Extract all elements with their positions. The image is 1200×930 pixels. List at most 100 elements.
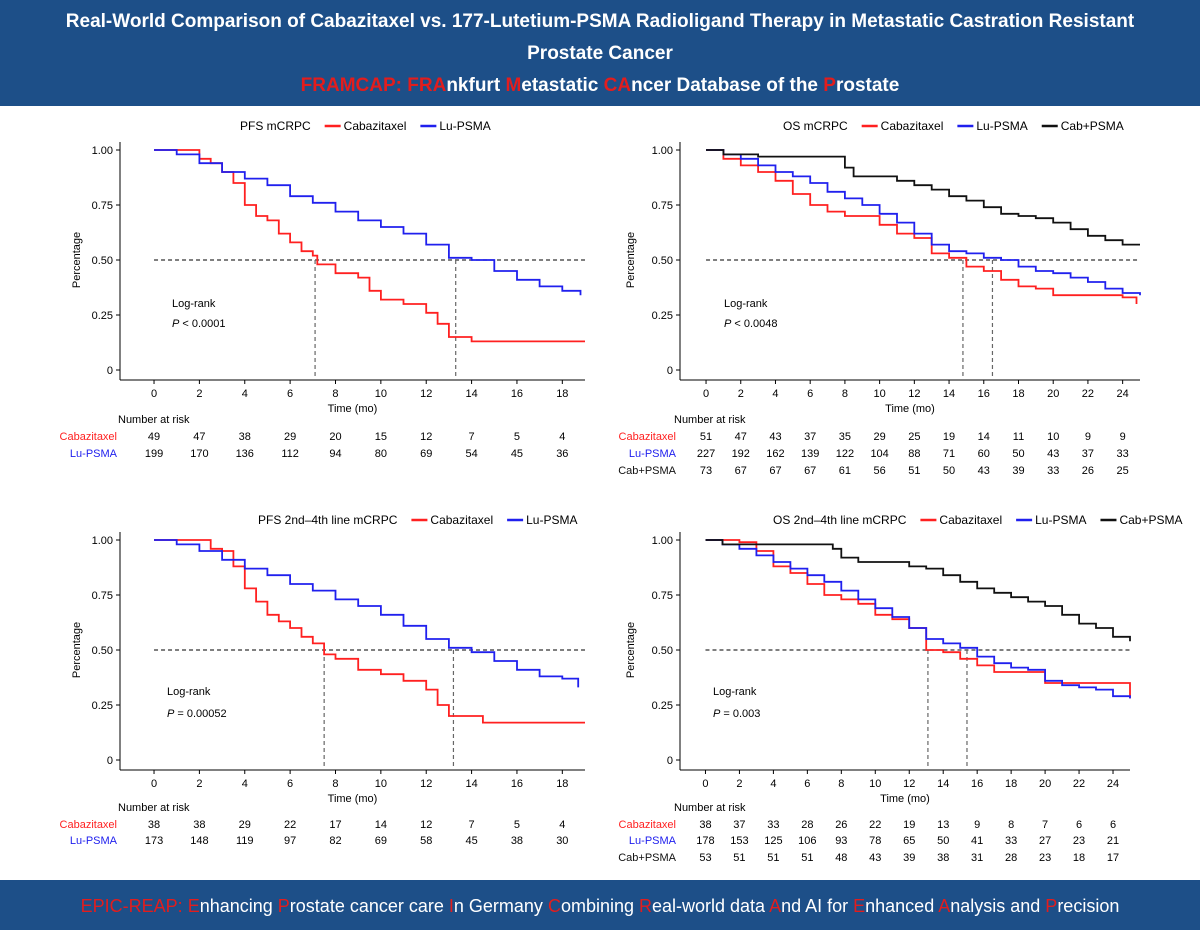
x-tick-label: 4 xyxy=(770,778,776,790)
x-tick-label: 8 xyxy=(838,778,844,790)
footer-segment: P xyxy=(277,896,290,916)
risk-cell: 28 xyxy=(1005,852,1017,864)
p-value: P = 0.003 xyxy=(713,708,760,720)
x-tick-label: 16 xyxy=(971,778,983,790)
risk-cell: 82 xyxy=(329,835,341,847)
x-tick-label: 18 xyxy=(1012,388,1024,400)
x-tick-label: 20 xyxy=(1039,778,1051,790)
x-tick-label: 2 xyxy=(736,778,742,790)
x-tick-label: 12 xyxy=(420,778,432,790)
x-tick-label: 8 xyxy=(332,388,338,400)
footer-banner: EPIC-REAP: Enhancing Prostate cancer car… xyxy=(0,880,1200,930)
risk-cell: 88 xyxy=(908,448,920,460)
y-tick-label: 0 xyxy=(667,365,673,377)
risk-cell: 67 xyxy=(769,465,781,477)
x-tick-label: 0 xyxy=(702,778,708,790)
risk-table-title: Number at risk xyxy=(118,802,190,814)
risk-cell: 71 xyxy=(943,448,955,460)
risk-cell: 73 xyxy=(700,465,712,477)
risk-cell: 48 xyxy=(835,852,847,864)
p-value: P = 0.00052 xyxy=(167,708,227,720)
x-tick-label: 0 xyxy=(151,388,157,400)
chart-title: PFS 2nd–4th line mCRPC xyxy=(258,513,398,527)
y-tick-label: 0.50 xyxy=(92,255,113,267)
risk-cell: 23 xyxy=(1039,852,1051,864)
risk-cell: 38 xyxy=(937,852,949,864)
y-tick-label: 0.50 xyxy=(92,645,113,657)
risk-cell: 13 xyxy=(937,819,949,831)
risk-row-label: Cabazitaxel xyxy=(60,819,117,831)
risk-cell: 38 xyxy=(511,835,523,847)
legend-label: Lu-PSMA xyxy=(976,119,1027,133)
x-tick-label: 22 xyxy=(1082,388,1094,400)
survival-curve-cab-psma xyxy=(706,149,1140,246)
x-tick-label: 14 xyxy=(943,388,955,400)
footer-segment: C xyxy=(547,896,561,916)
risk-cell: 192 xyxy=(732,448,750,460)
risk-cell: 51 xyxy=(908,465,920,477)
risk-cell: 51 xyxy=(700,431,712,443)
x-tick-label: 10 xyxy=(375,778,387,790)
risk-cell: 43 xyxy=(869,852,881,864)
risk-cell: 4 xyxy=(559,431,565,443)
x-tick-label: 16 xyxy=(511,778,523,790)
risk-cell: 47 xyxy=(193,431,205,443)
p-symbol: P xyxy=(713,708,721,720)
legend-label: Lu-PSMA xyxy=(1035,513,1086,527)
risk-cell: 36 xyxy=(556,448,568,460)
logrank-label: Log-rank xyxy=(724,298,768,310)
footer-segment: recision xyxy=(1057,896,1120,916)
y-axis-label: Percentage xyxy=(71,622,83,678)
risk-cell: 125 xyxy=(764,835,782,847)
risk-cell: 35 xyxy=(839,431,851,443)
page-title-line1: Real-World Comparison of Cabazitaxel vs.… xyxy=(65,11,1135,32)
footer-segment: nalysis and xyxy=(950,896,1046,916)
footer-segment: E xyxy=(853,896,866,916)
chart-pfs-mcrpc: PFS mCRPC Cabazitaxel Lu-PSMA 0 0.25 0.50 0.75… xyxy=(60,119,585,460)
risk-cell: 7 xyxy=(1042,819,1048,831)
legend-label: Cabazitaxel xyxy=(430,513,493,527)
risk-cell: 14 xyxy=(375,819,387,831)
p-value-text: = 0.003 xyxy=(720,708,760,720)
acronym-segment: nkfurt xyxy=(446,75,506,96)
p-symbol: P xyxy=(172,318,180,330)
risk-cell: 25 xyxy=(908,431,920,443)
risk-cell: 93 xyxy=(835,835,847,847)
survival-curve-cabazitaxel xyxy=(706,149,1138,304)
y-tick-label: 0.25 xyxy=(652,700,673,712)
acronym-segment: M xyxy=(505,75,522,96)
risk-cell: 25 xyxy=(1117,465,1129,477)
risk-cell: 119 xyxy=(236,835,254,847)
risk-cell: 39 xyxy=(1012,465,1024,477)
risk-row-label: Cabazitaxel xyxy=(619,819,676,831)
risk-cell: 170 xyxy=(190,448,208,460)
chart-os-2nd-4th-line: OS 2nd–4th line mCRPC Cabazitaxel Lu-PSMA C… xyxy=(618,513,1182,864)
chart-pfs-2nd-4th-line: PFS 2nd–4th line mCRPC Cabazitaxel Lu-PSMA… xyxy=(60,513,585,847)
risk-cell: 28 xyxy=(801,819,813,831)
risk-cell: 33 xyxy=(1117,448,1129,460)
risk-cell: 21 xyxy=(1107,835,1119,847)
x-tick-label: 16 xyxy=(978,388,990,400)
risk-cell: 58 xyxy=(420,835,432,847)
risk-cell: 5 xyxy=(514,819,520,831)
risk-row-label: Lu-PSMA xyxy=(629,835,677,847)
risk-cell: 49 xyxy=(148,431,160,443)
acronym-segment: ncer Database of the xyxy=(631,75,824,96)
x-tick-label: 10 xyxy=(375,388,387,400)
footer-segment: E xyxy=(187,896,200,916)
risk-cell: 136 xyxy=(236,448,254,460)
legend-label: Cabazitaxel xyxy=(344,119,407,133)
risk-cell: 47 xyxy=(735,431,747,443)
risk-row-label: Lu-PSMA xyxy=(70,835,118,847)
x-tick-label: 14 xyxy=(465,388,477,400)
risk-cell: 19 xyxy=(943,431,955,443)
risk-row-label: Cab+PSMA xyxy=(618,465,676,477)
risk-cell: 41 xyxy=(971,835,983,847)
x-tick-label: 8 xyxy=(842,388,848,400)
x-tick-label: 20 xyxy=(1047,388,1059,400)
risk-cell: 54 xyxy=(465,448,477,460)
x-tick-label: 10 xyxy=(873,388,885,400)
risk-cell: 7 xyxy=(469,431,475,443)
legend-label: Lu-PSMA xyxy=(526,513,577,527)
x-axis-label: Time (mo) xyxy=(880,793,930,805)
